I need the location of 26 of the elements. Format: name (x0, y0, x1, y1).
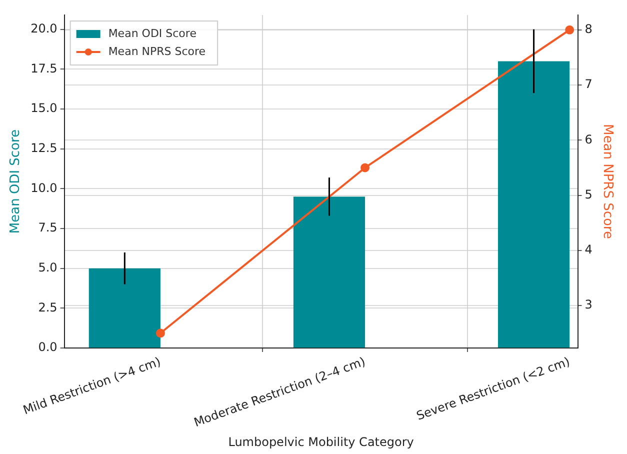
point (360, 163, 370, 172)
x-axis-title: Lumbopelvic Mobility Category (228, 434, 414, 449)
y2-tick-label: 7 (584, 77, 592, 92)
y-tick-label: 2.5 (38, 300, 58, 314)
bar (88, 268, 160, 348)
y-tick-label: 5.0 (38, 260, 58, 274)
y2-tick-label: 5 (584, 187, 592, 202)
y-tick-label: 0.0 (38, 340, 58, 354)
y-tick-label: 10.0 (30, 180, 58, 195)
y-tick-label: 7.5 (38, 220, 58, 235)
bar (293, 196, 366, 348)
point (156, 328, 165, 338)
y2-tick-label: 6 (584, 132, 592, 146)
y2-tick-label: 3 (584, 298, 592, 312)
y2-tick-label: 4 (584, 242, 592, 257)
bar (498, 61, 570, 348)
y2-axis-title: Mean NPRS Score (600, 124, 615, 239)
legend-label: Mean ODI Score (108, 26, 197, 40)
legend-label: Mean NPRS Score (108, 44, 206, 58)
y-tick-label: 12.5 (30, 140, 58, 155)
y-tick-label: 15.0 (30, 101, 58, 116)
point (565, 25, 574, 34)
y2-tick-label: 8 (584, 22, 592, 36)
y-tick-label: 17.5 (30, 61, 58, 76)
y-axis-title: Mean ODI Score (8, 129, 24, 234)
y-tick-label: 20.0 (30, 21, 58, 36)
